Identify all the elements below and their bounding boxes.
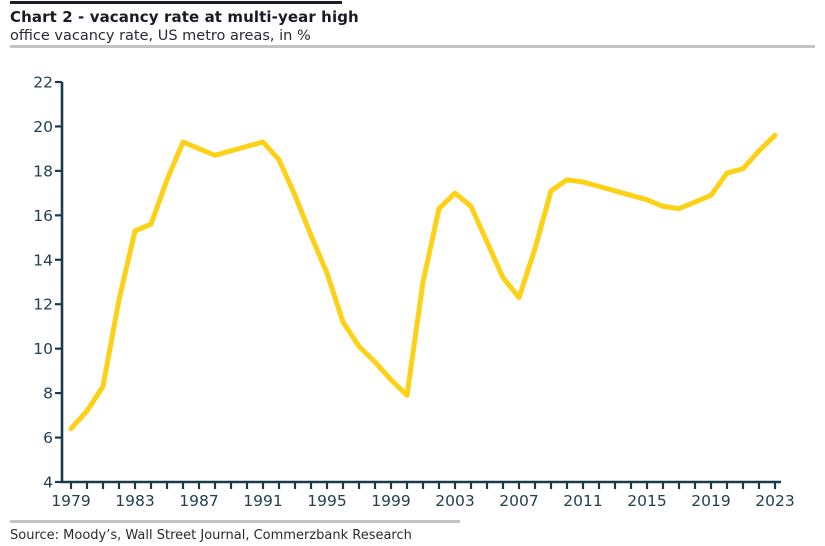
- x-tick-label: 2011: [563, 492, 602, 510]
- y-tick-label: 8: [43, 385, 53, 403]
- x-tick-label: 2023: [755, 492, 794, 510]
- x-tick-label: 1987: [179, 492, 218, 510]
- y-tick-label: 20: [33, 118, 53, 136]
- x-tick-label: 2003: [435, 492, 474, 510]
- y-tick-label: 18: [33, 162, 53, 180]
- x-tick-label: 1995: [307, 492, 346, 510]
- header-divider: [10, 45, 815, 48]
- y-tick-label: 6: [43, 429, 53, 447]
- y-tick-label: 16: [33, 207, 53, 225]
- x-tick-label: 2007: [499, 492, 538, 510]
- vacancy-rate-series-line: [68, 132, 778, 432]
- y-tick-label: 22: [33, 74, 53, 92]
- y-tick-label: 10: [33, 340, 53, 358]
- x-tick-label: 2015: [627, 492, 666, 510]
- source-divider: [10, 520, 460, 523]
- x-tick-label: 2019: [691, 492, 730, 510]
- y-tick-label: 14: [33, 251, 53, 269]
- x-tick-label: 1983: [115, 492, 154, 510]
- title-top-rule: [10, 1, 342, 4]
- source-text: Source: Moody’s, Wall Street Journal, Co…: [10, 528, 412, 543]
- x-tick-label: 1991: [243, 492, 282, 510]
- chart-subtitle: office vacancy rate, US metro areas, in …: [10, 28, 311, 44]
- x-tick-label: 1999: [371, 492, 410, 510]
- y-tick-label: 4: [43, 474, 53, 492]
- y-tick-label: 12: [33, 296, 53, 314]
- x-tick-label: 1979: [51, 492, 90, 510]
- chart-title: Chart 2 - vacancy rate at multi-year hig…: [10, 8, 359, 26]
